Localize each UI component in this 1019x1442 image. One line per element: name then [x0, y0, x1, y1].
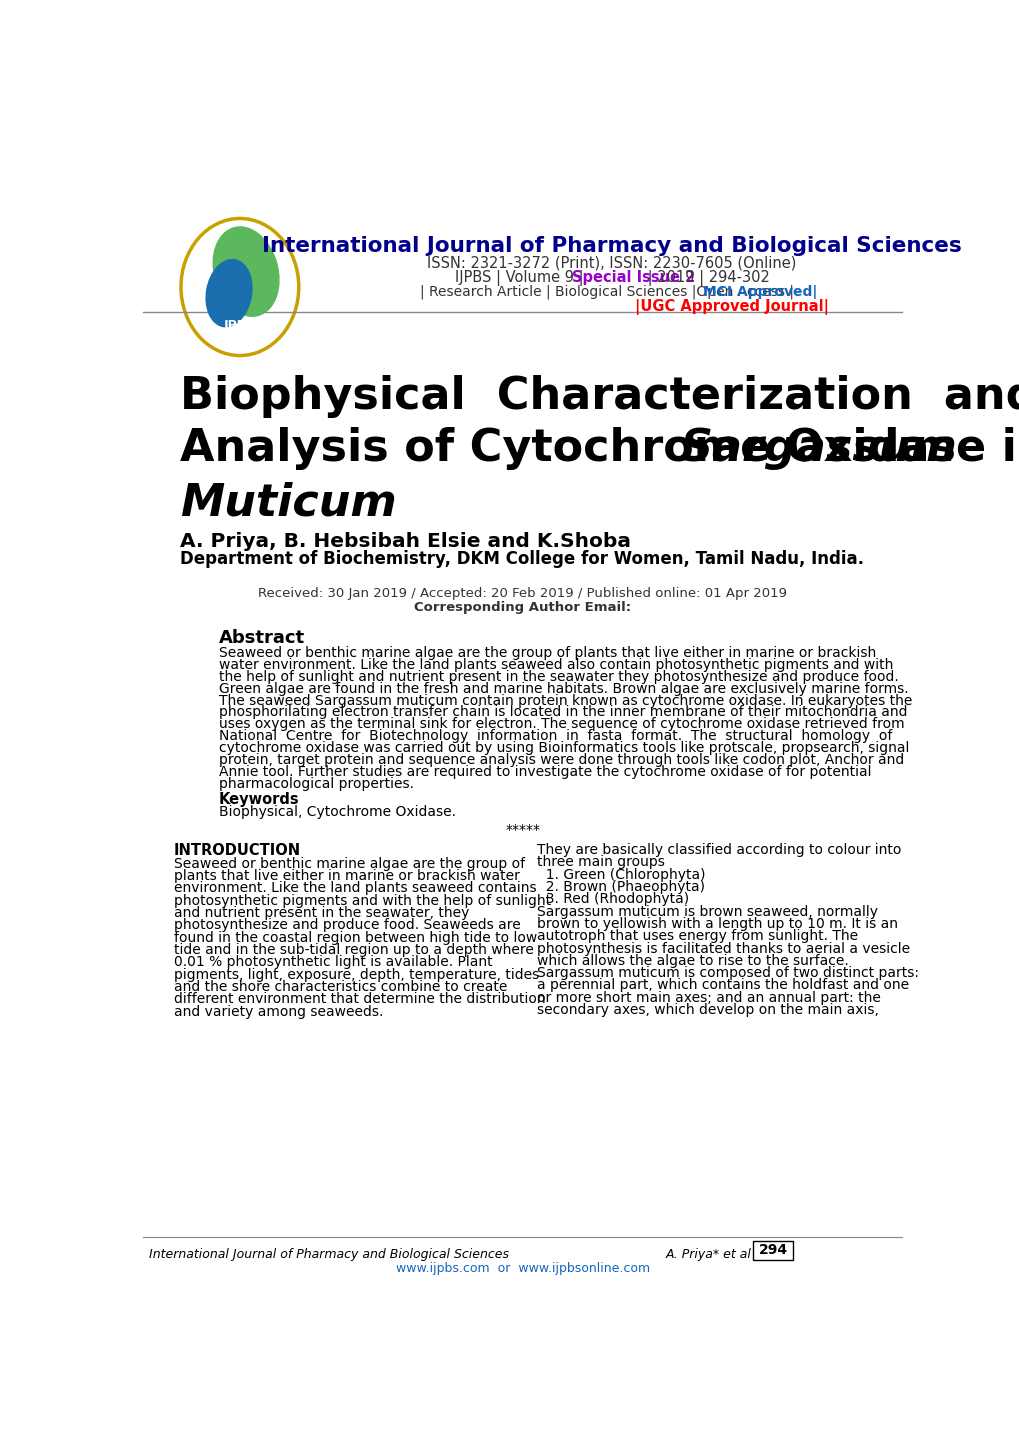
Text: 1. Green (Chlorophyta): 1. Green (Chlorophyta)	[536, 868, 704, 881]
Text: Green algae are found in the fresh and marine habitats. Brown algae are exclusiv: Green algae are found in the fresh and m…	[219, 682, 908, 695]
Text: protein, target protein and sequence analysis were done through tools like codon: protein, target protein and sequence ana…	[219, 753, 903, 767]
Text: JPBS: JPBS	[223, 319, 256, 332]
Text: water environment. Like the land plants seaweed also contain photosynthetic pigm: water environment. Like the land plants …	[219, 658, 893, 672]
Text: phosphorilating electron transfer chain is located in the inner membrane of thei: phosphorilating electron transfer chain …	[219, 705, 907, 720]
Ellipse shape	[213, 226, 278, 316]
Text: Biophysical  Characterization  and  Sequence: Biophysical Characterization and Sequenc…	[180, 375, 1019, 418]
Text: ISSN: 2321-3272 (Print), ISSN: 2230-7605 (Online): ISSN: 2321-3272 (Print), ISSN: 2230-7605…	[427, 255, 796, 271]
Text: Biophysical, Cytochrome Oxidase.: Biophysical, Cytochrome Oxidase.	[219, 805, 455, 819]
Text: |UGC Approved Journal|: |UGC Approved Journal|	[635, 298, 828, 314]
Text: Annie tool. Further studies are required to investigate the cytochrome oxidase o: Annie tool. Further studies are required…	[219, 766, 870, 779]
Text: photosynthetic pigments and with the help of sunlight: photosynthetic pigments and with the hel…	[174, 894, 550, 908]
Text: or more short main axes; and an annual part: the: or more short main axes; and an annual p…	[536, 991, 879, 1005]
Text: | Research Article | Biological Sciences |Open Access |: | Research Article | Biological Sciences…	[420, 284, 794, 298]
Text: uses oxygen as the terminal sink for electron. The sequence of cytochrome oxidas: uses oxygen as the terminal sink for ele…	[219, 718, 904, 731]
Text: A. Priya, B. Hebsibah Elsie and K.Shoba: A. Priya, B. Hebsibah Elsie and K.Shoba	[180, 532, 631, 551]
Text: and the shore characteristics combine to create: and the shore characteristics combine to…	[174, 981, 506, 994]
Text: photosynthesis is facilitated thanks to aerial a vesicle: photosynthesis is facilitated thanks to …	[536, 942, 909, 956]
Text: autotroph that uses energy from sunlight. The: autotroph that uses energy from sunlight…	[536, 929, 857, 943]
Text: Special Issue 2: Special Issue 2	[571, 270, 694, 286]
Text: plants that live either in marine or brackish water: plants that live either in marine or bra…	[174, 870, 520, 883]
Text: and variety among seaweeds.: and variety among seaweeds.	[174, 1005, 383, 1018]
Text: A. Priya* et al: A. Priya* et al	[665, 1247, 751, 1260]
Text: MCI Approved|: MCI Approved|	[702, 284, 816, 298]
Text: 294: 294	[758, 1243, 787, 1257]
Text: 2. Brown (Phaeophyta): 2. Brown (Phaeophyta)	[536, 880, 704, 894]
Text: National  Centre  for  Biotechnology  information  in  fasta  format.  The  stru: National Centre for Biotechnology inform…	[219, 730, 892, 744]
Ellipse shape	[206, 260, 252, 327]
Text: which allows the algae to rise to the surface.: which allows the algae to rise to the su…	[536, 953, 848, 968]
Text: Keywords: Keywords	[219, 792, 300, 808]
FancyBboxPatch shape	[752, 1242, 793, 1259]
Text: pigments, light, exposure, depth, temperature, tides: pigments, light, exposure, depth, temper…	[174, 968, 539, 982]
Text: cytochrome oxidase was carried out by using Bioinformatics tools like protscale,: cytochrome oxidase was carried out by us…	[219, 741, 908, 756]
Text: brown to yellowish with a length up to 10 m. It is an: brown to yellowish with a length up to 1…	[536, 917, 897, 932]
Text: They are basically classified according to colour into: They are basically classified according …	[536, 844, 900, 857]
Text: Seaweed or benthic marine algae are the group of plants that live either in mari: Seaweed or benthic marine algae are the …	[219, 646, 875, 660]
Text: 0.01 % photosynthetic light is available. Plant: 0.01 % photosynthetic light is available…	[174, 956, 492, 969]
Text: Abstract: Abstract	[219, 629, 305, 647]
Text: Sargassum: Sargassum	[680, 427, 956, 470]
Text: The seaweed Sargassum muticum contain protein known as cytochrome oxidase. In eu: The seaweed Sargassum muticum contain pr…	[219, 694, 911, 708]
Text: different environment that determine the distribution: different environment that determine the…	[174, 992, 545, 1007]
Text: a perennial part, which contains the holdfast and one: a perennial part, which contains the hol…	[536, 979, 908, 992]
Text: Muticum: Muticum	[180, 482, 396, 523]
Text: Department of Biochemistry, DKM College for Women, Tamil Nadu, India.: Department of Biochemistry, DKM College …	[180, 551, 863, 568]
Text: tide and in the sub-tidal region up to a depth where: tide and in the sub-tidal region up to a…	[174, 943, 533, 957]
Text: found in the coastal region between high tide to low: found in the coastal region between high…	[174, 930, 537, 945]
Text: International Journal of Pharmacy and Biological Sciences: International Journal of Pharmacy and Bi…	[149, 1247, 508, 1260]
Text: IJPBS | Volume 9 |: IJPBS | Volume 9 |	[454, 270, 587, 286]
Text: | 2019 | 294-302: | 2019 | 294-302	[642, 270, 769, 286]
Text: environment. Like the land plants seaweed contains: environment. Like the land plants seawee…	[174, 881, 536, 895]
Text: International Journal of Pharmacy and Biological Sciences: International Journal of Pharmacy and Bi…	[262, 236, 961, 257]
Text: pharmacological properties.: pharmacological properties.	[219, 777, 414, 792]
Text: Seaweed or benthic marine algae are the group of: Seaweed or benthic marine algae are the …	[174, 857, 525, 871]
Text: *****: *****	[504, 823, 540, 836]
Text: the help of sunlight and nutrient present in the seawater they photosynthesize a: the help of sunlight and nutrient presen…	[219, 669, 898, 684]
Text: Corresponding Author Email:: Corresponding Author Email:	[414, 601, 631, 614]
Text: Sargassum muticum is composed of two distinct parts:: Sargassum muticum is composed of two dis…	[536, 966, 918, 981]
Text: and nutrient present in the seawater, they: and nutrient present in the seawater, th…	[174, 906, 469, 920]
Text: 3. Red (Rhodophyta): 3. Red (Rhodophyta)	[536, 893, 688, 906]
Text: INTRODUCTION: INTRODUCTION	[174, 844, 301, 858]
Text: www.ijpbs.com  or  www.ijpbsonline.com: www.ijpbs.com or www.ijpbsonline.com	[395, 1262, 649, 1275]
Text: Received: 30 Jan 2019 / Accepted: 20 Feb 2019 / Published online: 01 Apr 2019: Received: 30 Jan 2019 / Accepted: 20 Feb…	[258, 587, 787, 600]
Text: photosynthesize and produce food. Seaweeds are: photosynthesize and produce food. Seawee…	[174, 919, 521, 933]
Text: secondary axes, which develop on the main axis,: secondary axes, which develop on the mai…	[536, 1004, 877, 1017]
Text: Analysis of Cytochrome Oxidase in: Analysis of Cytochrome Oxidase in	[180, 427, 1019, 470]
Text: three main groups: three main groups	[536, 855, 664, 870]
Text: Sargassum muticum is brown seaweed, normally: Sargassum muticum is brown seaweed, norm…	[536, 904, 876, 919]
